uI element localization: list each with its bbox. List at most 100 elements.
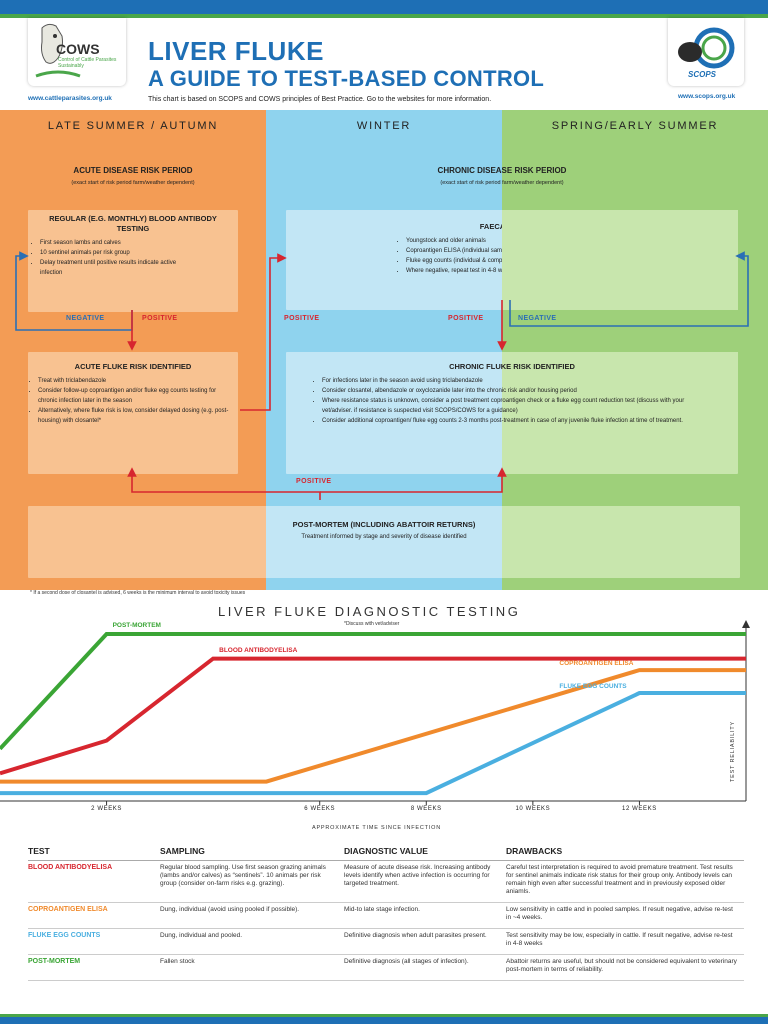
x-tick-label-3: 10 WEEKS	[515, 806, 551, 812]
series-line-0	[0, 632, 746, 751]
list-item: Fluke egg counts (individual & composite…	[406, 256, 738, 266]
postmortem-to-acute-arrow	[127, 467, 321, 500]
flow-arrows	[15, 251, 749, 500]
cows-logo	[28, 18, 126, 86]
list-item: Delay treatment until positive results i…	[40, 258, 190, 278]
footnote: * If a second dose of closantel is advis…	[30, 590, 246, 596]
cell-value: Definitive diagnosis (all stages of infe…	[344, 954, 506, 981]
col-header-drawbacks: DRAWBACKS	[506, 846, 744, 861]
chart-title: LIVER FLUKE DIAGNOSTIC TESTING	[218, 604, 521, 619]
cell-drawbacks: Low sensitivity in cattle and in pooled …	[506, 902, 744, 929]
cell-sampling: Regular blood sampling. Use first season…	[160, 860, 344, 903]
cell-sampling: Dung, individual (avoid using pooled if …	[160, 902, 344, 929]
negative-label-left: NEGATIVE	[66, 315, 105, 322]
chronic-period-heading: CHRONIC DISEASE RISK PERIOD	[437, 166, 567, 175]
season-label-late-summer: LATE SUMMER / AUTUMN	[47, 120, 219, 132]
blood-testing-title: REGULAR (E.G. MONTHLY) BLOOD ANTIBODY TE…	[49, 214, 217, 233]
cows-link[interactable]: www.cattleparasites.org.uk	[28, 95, 112, 102]
positive-label-bottom: POSITIVE	[296, 478, 332, 485]
cell-test: FLUKE EGG COUNTS	[28, 928, 160, 955]
positive-label-mid: POSITIVE	[284, 315, 320, 322]
blood-testing-list: First season lambs and calves 10 sentine…	[28, 238, 238, 278]
positive-label-right: POSITIVE	[448, 315, 484, 322]
series-label-0: POST-MORTEM	[112, 622, 161, 629]
list-item: Coproantigen ELISA (individual samples)	[406, 246, 738, 256]
col-header-sampling: SAMPLING	[160, 846, 344, 861]
y-axis-arrow-icon	[742, 620, 750, 628]
table-row: POST-MORTEM Fallen stock Definitive diagno…	[28, 954, 744, 981]
series-label-1: BLOOD ANTIBODYELISA	[219, 646, 298, 654]
chronic-period-note: (exact start of risk period farm/weather…	[440, 180, 564, 186]
list-item: Consider closantel, albendazole or oxycl…	[322, 386, 698, 396]
x-tick-label-2: 8 WEEKS	[410, 806, 442, 812]
scops-link[interactable]: www.scops.org.uk	[678, 93, 736, 100]
diagnostic-testing-chart	[0, 620, 750, 805]
series-line-3	[0, 691, 746, 796]
cell-drawbacks: Test sensitivity may be low, especially …	[506, 928, 744, 955]
acute-risk-title: ACUTE FLUKE RISK IDENTIFIED	[74, 362, 192, 371]
chronic-risk-box: CHRONIC FLUKE RISK IDENTIFIED For infect…	[286, 352, 738, 474]
list-item: For infections later in the season avoid…	[322, 376, 698, 386]
negative-label-right: NEGATIVE	[518, 315, 557, 322]
cell-value: Definitive diagnosis when adult parasite…	[344, 928, 506, 955]
cell-sampling: Dung, individual and pooled.	[160, 928, 344, 955]
postmortem-box: POST-MORTEM (INCLUDING ABATTOIR RETURNS)…	[28, 506, 740, 578]
cows-wordmark: COWS	[56, 41, 100, 57]
negative-loop-right-arrow	[509, 251, 749, 327]
list-item: Consider additional coproantigen/ fluke …	[322, 416, 698, 426]
page-subtitle-title: A GUIDE TO TEST-BASED CONTROL	[148, 66, 545, 91]
cell-test: POST-MORTEM	[28, 954, 160, 981]
list-item: Treat with triclabendazole	[38, 376, 232, 386]
list-item: Where negative, repeat test in 4-8 weeks	[406, 266, 738, 276]
faecal-testing-list: Youngstock and older animals Coproantige…	[394, 236, 738, 276]
x-tick-label-1: 6 WEEKS	[304, 806, 336, 812]
cell-test: COPROANTIGEN ELISA	[28, 902, 160, 929]
cows-tagline: Control of Cattle Parasites Sustainably	[58, 57, 117, 69]
x-tick-label-4: 12 WEEKS	[622, 806, 657, 812]
list-item: Consider follow-up coproantigen and/or f…	[38, 386, 232, 406]
list-item: Youngstock and older animals	[406, 236, 738, 246]
x-tick-label-0: 2 WEEKS	[91, 806, 122, 812]
blood-testing-box: REGULAR (E.G. MONTHLY) BLOOD ANTIBODY TE…	[28, 210, 238, 312]
page-title: LIVER FLUKE	[148, 36, 324, 66]
y-axis-label: TEST RELIABILITY	[730, 721, 736, 782]
acute-period-note: (exact start of risk period farm/weather…	[71, 180, 195, 186]
series-label-2: COPROANTIGEN ELISA	[559, 660, 634, 668]
cow-head-icon	[35, 23, 81, 78]
col-header-test: TEST	[28, 846, 160, 861]
x-axis-label: APPROXIMATE TIME SINCE INFECTION	[312, 825, 441, 831]
list-item: Alternatively, where fluke risk is low, …	[38, 406, 232, 426]
list-item: Where resistance status is unknown, cons…	[322, 396, 698, 416]
page-intro: This chart is based on SCOPS and COWS pr…	[148, 96, 492, 103]
cell-value: Mid-to late stage infection.	[344, 902, 506, 929]
acute-period-heading: ACUTE DISEASE RISK PERIOD	[73, 166, 193, 175]
postmortem-title: POST-MORTEM (INCLUDING ABATTOIR RETURNS)	[292, 520, 476, 529]
top-banner	[0, 0, 768, 18]
bottom-banner	[0, 1014, 768, 1024]
series-line-1	[0, 656, 746, 776]
chronic-risk-title: CHRONIC FLUKE RISK IDENTIFIED	[449, 362, 575, 371]
acute-risk-box: ACUTE FLUKE RISK IDENTIFIED Treat with t…	[28, 352, 238, 474]
list-item: 10 sentinel animals per risk group	[40, 248, 238, 258]
table-header-row: TEST SAMPLING DIAGNOSTIC VALUE DRAWBACKS	[28, 846, 744, 861]
season-label-winter: WINTER	[356, 120, 412, 132]
positive-label-left: POSITIVE	[142, 315, 178, 322]
series-label-3: FLUKE EGG COUNTS	[559, 683, 627, 691]
scops-logo	[668, 18, 744, 86]
list-item: First season lambs and calves	[40, 238, 238, 248]
col-header-value: DIAGNOSTIC VALUE	[344, 846, 506, 861]
cell-sampling: Fallen stock	[160, 954, 344, 981]
table-row: BLOOD ANTIBODYELISA Regular blood samplin…	[28, 860, 744, 903]
scops-wordmark: SCOPS	[688, 70, 717, 79]
acute-risk-list: Treat with triclabendazole Consider foll…	[28, 376, 232, 426]
season-label-spring: SPRING/EARLY SUMMER	[551, 120, 719, 132]
cell-value: Measure of acute disease risk. Increasin…	[344, 860, 506, 903]
postmortem-note: Treatment informed by stage and severity…	[301, 534, 467, 540]
table-row: FLUKE EGG COUNTS Dung, individual and poo…	[28, 928, 744, 955]
series-line-2	[0, 668, 746, 784]
test-comparison-table: TEST SAMPLING DIAGNOSTIC VALUE DRAWBACKS…	[28, 846, 744, 981]
postmortem-to-chronic-arrow	[320, 467, 507, 493]
cell-drawbacks: Careful test interpretation is required …	[506, 860, 744, 903]
chronic-risk-list: For infections later in the season avoid…	[286, 376, 698, 426]
cell-test: BLOOD ANTIBODYELISA	[28, 860, 160, 903]
